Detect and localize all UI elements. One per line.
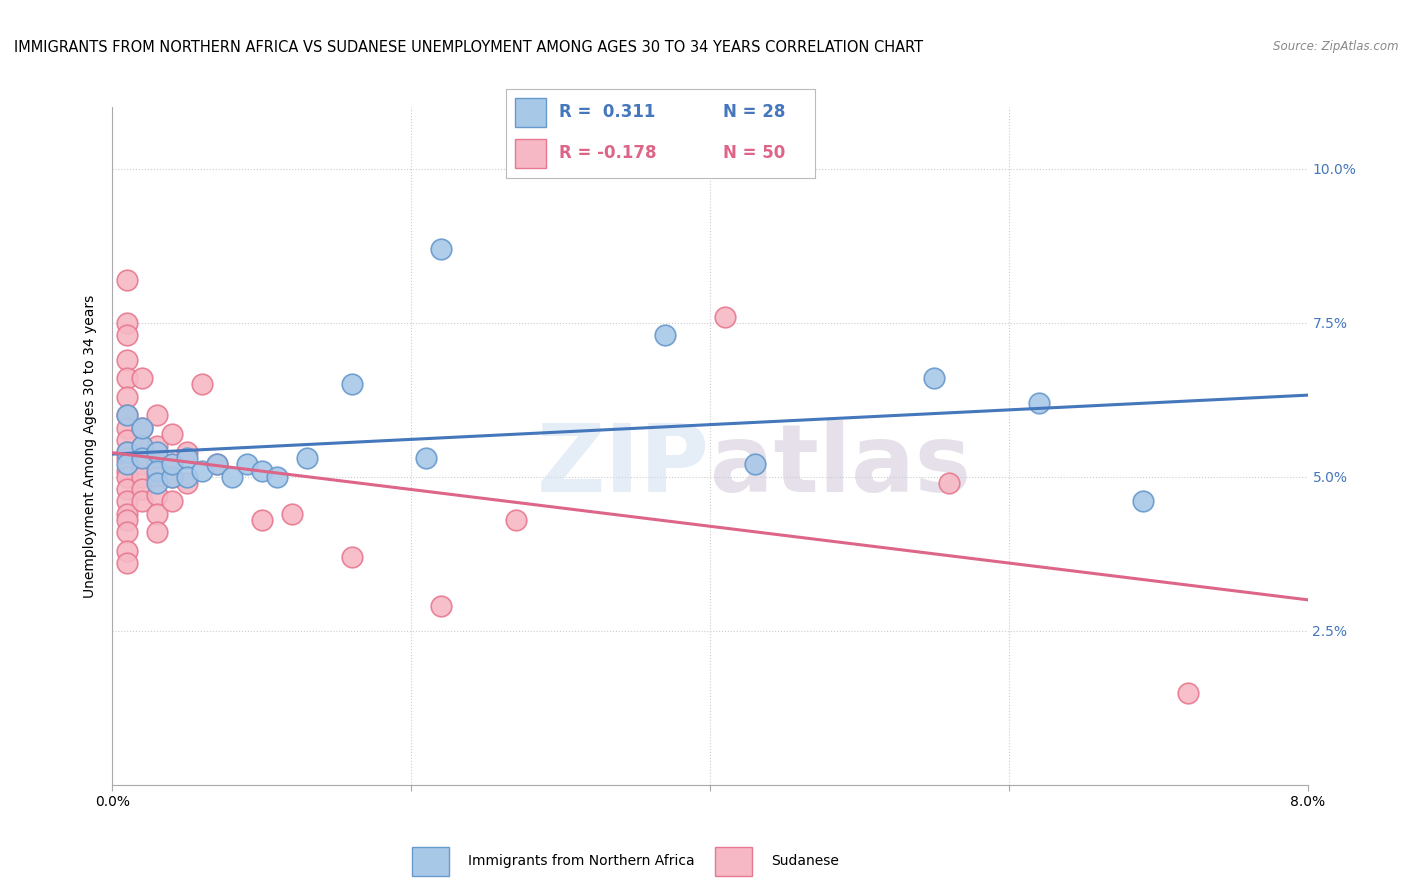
Point <box>176 451 198 466</box>
Point <box>131 420 153 434</box>
Point <box>131 458 153 472</box>
Point <box>117 390 139 404</box>
Point <box>131 439 153 453</box>
Point <box>221 470 243 484</box>
Point <box>176 470 198 484</box>
Text: atlas: atlas <box>710 420 972 512</box>
Point <box>146 439 169 453</box>
Point <box>415 451 437 466</box>
Text: Sudanese: Sudanese <box>770 854 839 868</box>
Point <box>131 494 153 508</box>
Point <box>131 420 153 434</box>
Point <box>117 451 139 466</box>
Bar <box>716 847 752 876</box>
Point <box>191 377 214 392</box>
Point <box>117 371 139 385</box>
Bar <box>516 98 547 127</box>
Point <box>146 445 169 459</box>
Point <box>146 475 169 490</box>
Point <box>162 470 183 484</box>
Point <box>176 445 198 459</box>
Point <box>146 507 169 521</box>
Point <box>146 525 169 540</box>
Point <box>250 513 273 527</box>
Point <box>117 445 139 459</box>
Point <box>714 310 737 324</box>
Text: IMMIGRANTS FROM NORTHERN AFRICA VS SUDANESE UNEMPLOYMENT AMONG AGES 30 TO 34 YEA: IMMIGRANTS FROM NORTHERN AFRICA VS SUDAN… <box>14 40 924 55</box>
Point <box>430 242 453 256</box>
Point <box>117 316 139 330</box>
Point <box>176 475 198 490</box>
Text: Source: ZipAtlas.com: Source: ZipAtlas.com <box>1274 40 1399 54</box>
Point <box>205 458 228 472</box>
Point <box>117 420 139 434</box>
Text: N = 28: N = 28 <box>723 103 785 121</box>
Point <box>117 352 139 367</box>
Point <box>146 458 169 472</box>
Point <box>922 371 945 385</box>
Point <box>117 513 139 527</box>
Point <box>117 494 139 508</box>
Point <box>281 507 304 521</box>
Point <box>131 470 153 484</box>
Point <box>146 408 169 422</box>
Point <box>117 272 139 286</box>
Point <box>117 433 139 447</box>
Point <box>117 482 139 496</box>
Point <box>117 408 139 422</box>
Point <box>938 475 960 490</box>
Point <box>205 458 228 472</box>
Point <box>266 470 288 484</box>
Point <box>162 458 183 472</box>
Point <box>146 488 169 502</box>
Point <box>505 513 527 527</box>
Text: R =  0.311: R = 0.311 <box>558 103 655 121</box>
Point <box>1177 685 1199 699</box>
Point <box>295 451 318 466</box>
Text: Immigrants from Northern Africa: Immigrants from Northern Africa <box>468 854 695 868</box>
Point <box>117 408 139 422</box>
Point <box>117 543 139 558</box>
Point <box>131 371 153 385</box>
Point <box>117 445 139 459</box>
Bar <box>412 847 450 876</box>
Y-axis label: Unemployment Among Ages 30 to 34 years: Unemployment Among Ages 30 to 34 years <box>83 294 97 598</box>
Point <box>744 458 766 472</box>
Point <box>162 458 183 472</box>
Point <box>1028 396 1050 410</box>
Point <box>117 525 139 540</box>
Point <box>117 556 139 570</box>
Point <box>340 377 363 392</box>
Point <box>146 470 169 484</box>
Point <box>117 470 139 484</box>
Point <box>236 458 259 472</box>
Point <box>162 494 183 508</box>
Text: N = 50: N = 50 <box>723 145 785 162</box>
Text: R = -0.178: R = -0.178 <box>558 145 657 162</box>
Point <box>250 464 273 478</box>
Point <box>131 439 153 453</box>
Point <box>117 507 139 521</box>
Point <box>430 599 453 614</box>
Text: ZIP: ZIP <box>537 420 710 512</box>
Point <box>146 464 169 478</box>
Point <box>117 328 139 343</box>
Point <box>191 464 214 478</box>
Point <box>340 549 363 564</box>
Point <box>117 464 139 478</box>
Point <box>162 470 183 484</box>
Bar <box>516 139 547 168</box>
Point <box>1132 494 1154 508</box>
Point <box>131 451 153 466</box>
Point <box>654 328 676 343</box>
Point <box>131 482 153 496</box>
Point <box>162 426 183 441</box>
Point <box>117 458 139 472</box>
